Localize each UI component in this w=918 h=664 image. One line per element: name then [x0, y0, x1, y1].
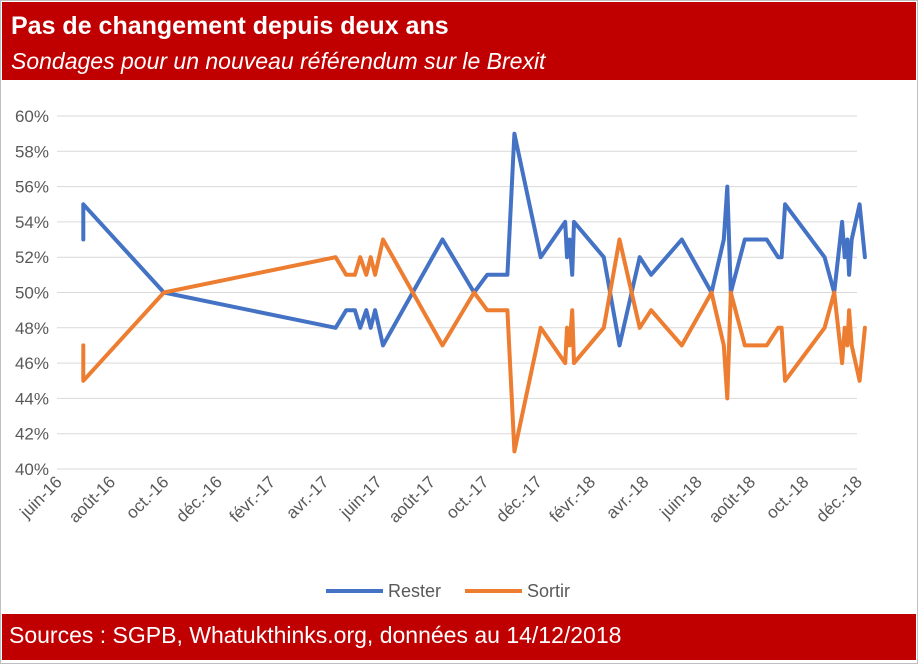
x-tick-label: avr.-17: [282, 472, 332, 522]
legend-label-rester: Rester: [388, 581, 441, 601]
x-tick-label: févr.-18: [546, 472, 600, 526]
y-tick-label: 60%: [15, 107, 49, 126]
x-tick-label: août-18: [705, 472, 759, 526]
x-tick-label: juin-16: [16, 472, 66, 522]
line-chart: 40% 42% 44% 46% 48% 50% 52% 54% 56% 58% 60% juin-1…: [15, 107, 867, 601]
x-tick-label: oct.-18: [762, 472, 812, 522]
chart-title: Pas de changement depuis deux ans: [11, 12, 449, 40]
x-tick-label: juin-18: [656, 472, 706, 522]
x-tick-label: déc.-17: [492, 472, 546, 526]
chart-subtitle: Sondages pour un nouveau référendum sur …: [11, 48, 546, 74]
x-tick-label: avr.-18: [602, 472, 652, 522]
y-tick-label: 56%: [15, 178, 49, 197]
series-line-sortir: [81, 237, 867, 454]
gridlines: [57, 115, 857, 470]
x-tick-label: août-17: [385, 472, 439, 526]
y-tick-label: 48%: [15, 319, 49, 338]
x-tick-label: févr.-17: [226, 472, 280, 526]
x-axis-tick-labels: juin-16 août-16 oct.-16 déc.-16 févr.-17 avr.…: [16, 472, 866, 526]
y-tick-label: 46%: [15, 354, 49, 373]
y-axis-tick-labels: 40% 42% 44% 46% 48% 50% 52% 54% 56% 58% 60%: [15, 107, 49, 479]
chart-footer: Sources : SGPB, Whatukthinks.org, donnée…: [2, 614, 916, 660]
x-tick-label: déc.-16: [172, 472, 226, 526]
y-tick-label: 44%: [15, 389, 49, 408]
y-tick-label: 52%: [15, 248, 49, 267]
y-tick-label: 40%: [15, 460, 49, 479]
legend-label-sortir: Sortir: [527, 581, 570, 601]
x-tick-label: déc.-18: [812, 472, 866, 526]
y-tick-label: 58%: [15, 142, 49, 161]
x-tick-label: juin-17: [336, 472, 386, 522]
x-tick-label: oct.-17: [442, 472, 492, 522]
legend: Rester Sortir: [326, 581, 570, 601]
series-line-rester: [81, 131, 867, 348]
x-tick-label: oct.-16: [122, 472, 172, 522]
y-tick-label: 42%: [15, 425, 49, 444]
y-tick-label: 50%: [15, 284, 49, 303]
source-note: Sources : SGPB, Whatukthinks.org, donnée…: [9, 622, 622, 648]
series-lines: [81, 131, 867, 454]
chart-header: Pas de changement depuis deux ans Sondag…: [2, 2, 916, 80]
x-tick-label: août-16: [65, 472, 119, 526]
y-tick-label: 54%: [15, 213, 49, 232]
